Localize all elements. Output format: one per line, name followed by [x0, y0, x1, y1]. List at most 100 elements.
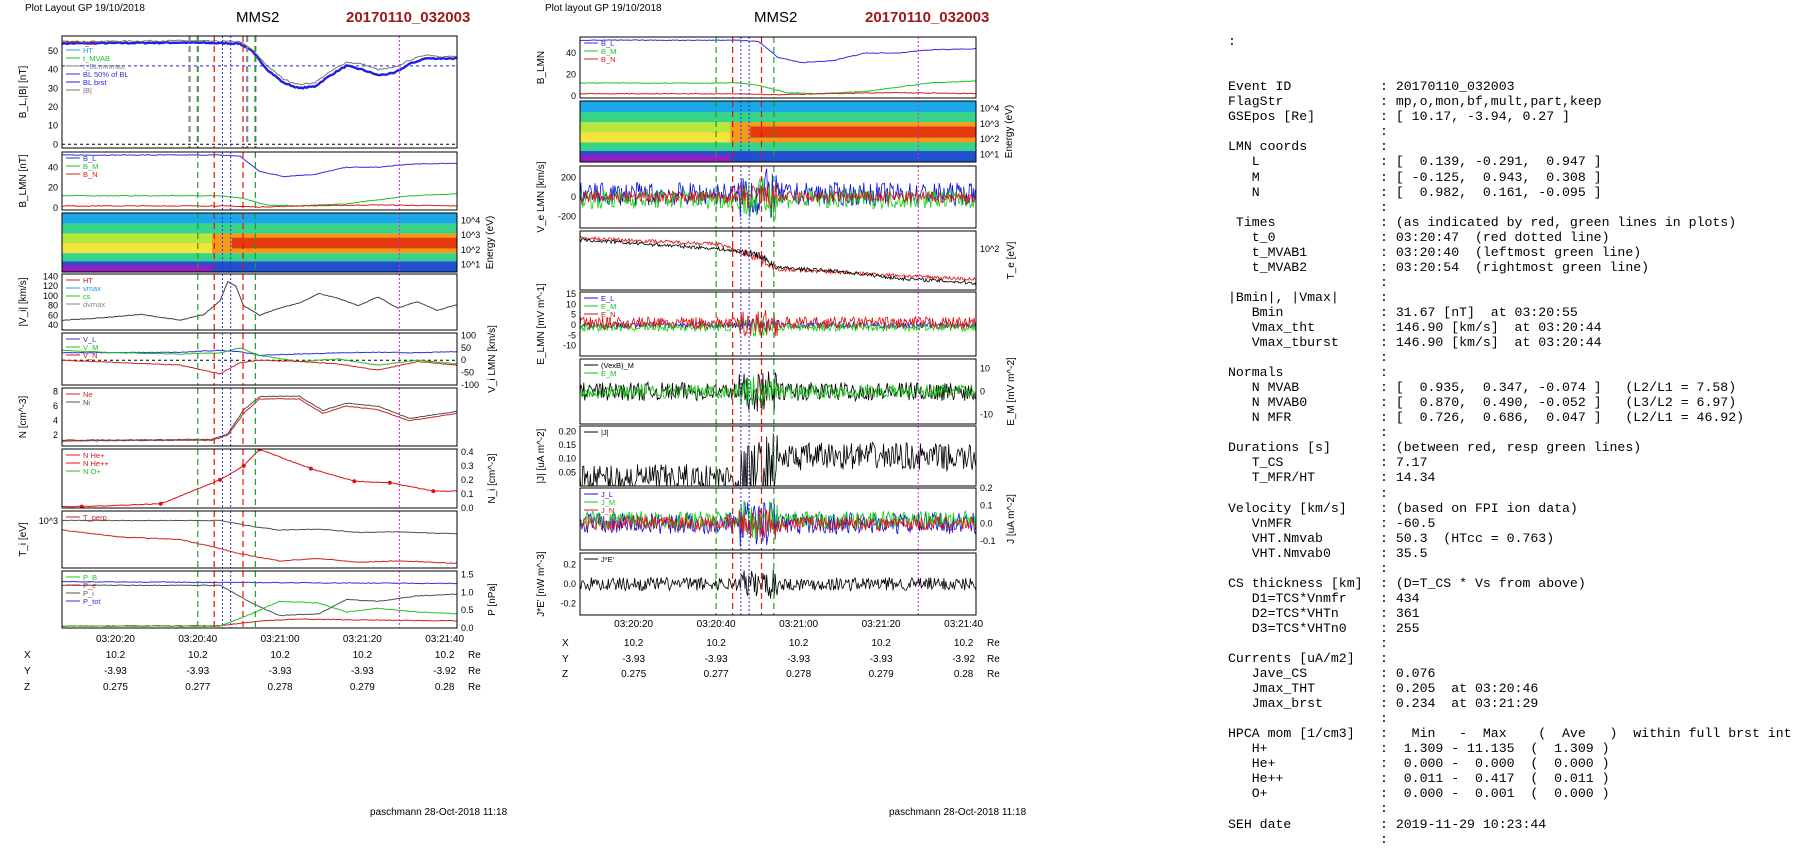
summary-key — [1228, 636, 1380, 651]
summary-row: D1=TCS*Vnmfr: 434 — [1228, 591, 1798, 606]
panel-plot-area — [62, 333, 457, 385]
panel-ylabel-right: N_i [cm^-3] — [487, 453, 498, 503]
ytick-label: 0.05 — [558, 467, 576, 477]
position-value: 0.279 — [350, 682, 375, 693]
panel-frame — [61, 387, 458, 447]
panel-ylabel: B_LMN — [536, 51, 547, 84]
legend-label: (VexB)_M — [601, 361, 634, 370]
ytick-label: 0.2 — [563, 560, 576, 570]
panel-ylabel: E_LMN [mV m^-1] — [536, 283, 547, 365]
summary-row: Event ID: 20170110_032003 — [1228, 79, 1798, 94]
legend-label: V_L — [83, 335, 96, 344]
summary-key — [1228, 801, 1380, 816]
ytick-label: -200 — [558, 211, 576, 221]
panel-frame — [579, 100, 977, 163]
summary-value: : [ -0.125, 0.943, 0.308 ] — [1380, 169, 1602, 185]
summary-key: Currents [uA/m2] — [1228, 651, 1355, 667]
summary-value: : — [1380, 560, 1388, 576]
ytick-label: 15 — [566, 289, 576, 299]
ytick-right-label: -10 — [980, 410, 993, 420]
position-value: -3.93 — [870, 654, 893, 665]
summary-value: : 2019-11-29 10:23:44 — [1380, 816, 1547, 832]
data-point — [79, 504, 84, 508]
legend-label: V_N — [83, 351, 98, 360]
ytick-label: 5 — [571, 310, 576, 320]
summary-key — [1228, 561, 1380, 576]
summary-value: : 0.234 at 03:21:29 — [1380, 696, 1539, 712]
summary-key: O+ — [1228, 786, 1268, 802]
summary-key: He++ — [1228, 771, 1284, 787]
summary-value: : 1.309 - 11.135 ( 1.309 ) — [1380, 741, 1610, 757]
legend-label: E_M — [601, 302, 616, 311]
xtick-label: 03:20:20 — [614, 619, 653, 630]
legend-label: P_B — [83, 573, 97, 582]
summary-row: Jave_CS: 0.076 — [1228, 666, 1798, 681]
ytick-label: 0 — [571, 91, 576, 101]
summary-key: HPCA mom [1/cm3] — [1228, 726, 1355, 742]
spectrogram-band — [580, 142, 976, 152]
legend-label: B_M — [83, 162, 98, 171]
legend-label: J_N — [601, 506, 614, 515]
summary-row: LMN coords: — [1228, 139, 1798, 154]
summary-key: M — [1228, 169, 1260, 185]
panel-6: 10 0 -10 E_M [mV m^-2] (VexB)_ME_M — [579, 357, 1017, 426]
spectrogram-band — [580, 101, 976, 112]
legend-label: P_tot — [83, 597, 101, 606]
series-p-b — [62, 600, 457, 628]
series-ne — [62, 398, 457, 442]
summary-value: : [ 0.870, 0.490, -0.052 ] (L3/L2 = 6.97… — [1380, 395, 1737, 411]
summary-key: SEH date — [1228, 816, 1292, 832]
panel-frame — [61, 448, 458, 509]
summary-row: : — [1228, 350, 1798, 365]
ytick-label: 0.10 — [558, 454, 576, 464]
panel-5: 100 50 0 -50 -100 V_i LMN [km/s] V_LV_MV_N — [61, 325, 498, 393]
legend-label: N O+ — [83, 467, 101, 476]
summary-value: : — [1380, 350, 1388, 366]
panel-plot-area — [62, 511, 457, 568]
spectrogram-ytick: 10^3 — [980, 119, 999, 129]
summary-row: H+: 1.309 - 11.135 ( 1.309 ) — [1228, 741, 1798, 756]
position-value: 10.2 — [624, 638, 644, 649]
summary-row: N MVAB0: [ 0.870, 0.490, -0.052 ] (L3/L2… — [1228, 395, 1798, 410]
panel-1: 0 10 20 30 40 50 B_L,|B| [nT] t_csHTt_MVABt_BLm… — [18, 35, 458, 149]
panel-plot-area — [580, 426, 976, 486]
ytick-label: 10 — [48, 121, 58, 131]
series-b-m — [580, 80, 976, 95]
ytick-label: 0.20 — [558, 426, 576, 436]
panel-frame — [61, 35, 458, 149]
legend-label: N He++ — [83, 459, 109, 468]
spectrogram-ytick: 10^1 — [461, 260, 480, 270]
panel-frame — [579, 165, 977, 229]
summary-key — [1228, 425, 1380, 440]
legend-label: B_L — [83, 154, 96, 163]
ytick-label: 0 — [53, 203, 58, 213]
position-value: 0.275 — [621, 669, 646, 680]
panel-8: 0.2 0.1 0.0 -0.1 J [uA m^-2] J_LJ_MJ_NJ_max — [579, 483, 1017, 551]
summary-value: : 434 — [1380, 590, 1420, 606]
summary-key — [1228, 711, 1380, 726]
panel-plot-area — [580, 292, 976, 356]
series-bl-brst — [62, 40, 457, 90]
legend-label: E_M — [601, 369, 616, 378]
summary-key — [1228, 486, 1380, 501]
series-b-l — [62, 154, 457, 178]
summary-value: : (as indicated by red, green lines in p… — [1380, 214, 1737, 230]
legend-label: |B| — [83, 86, 92, 95]
ytick-label: 0.0 — [563, 579, 576, 589]
xtick-label: 03:21:20 — [343, 634, 382, 645]
summary-value: : — [1380, 289, 1388, 305]
position-value: 0.28 — [954, 669, 974, 680]
summary-value: : 03:20:54 (rightmost green line) — [1380, 259, 1650, 275]
panel-plot-area — [62, 274, 457, 330]
summary-row: Times : (as indicated by red, green lines… — [1228, 215, 1798, 230]
summary-value: : mp,o,mon,bf,mult,part,keep — [1380, 94, 1602, 110]
data-point — [257, 449, 262, 452]
summary-value: : 0.000 - 0.000 ( 0.000 ) — [1380, 756, 1610, 772]
position-row-label: X — [562, 638, 569, 649]
summary-value: : 20170110_032003 — [1380, 79, 1515, 95]
position-value: -3.93 — [705, 654, 728, 665]
legend-label: N He+ — [83, 451, 105, 460]
series-n-he- — [62, 449, 457, 508]
summary-value: : 31.67 [nT] at 03:20:55 — [1380, 304, 1578, 320]
summary-key: Times — [1228, 214, 1276, 230]
